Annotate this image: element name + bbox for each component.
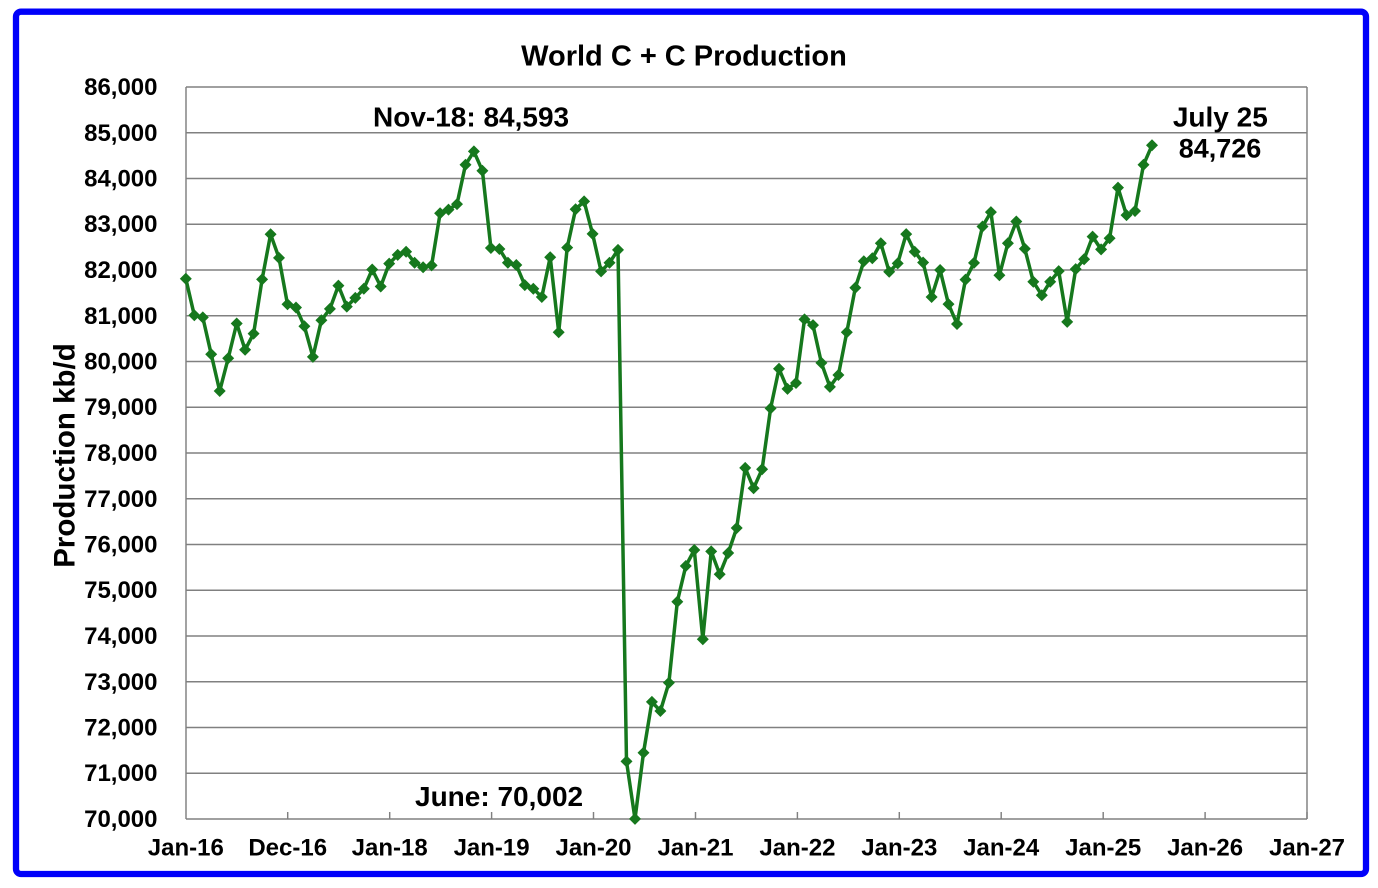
- svg-text:78,000: 78,000: [84, 440, 157, 467]
- svg-text:81,000: 81,000: [84, 303, 157, 330]
- svg-text:Jan-20: Jan-20: [555, 835, 631, 862]
- svg-text:Jan-25: Jan-25: [1065, 835, 1141, 862]
- svg-text:Jan-21: Jan-21: [657, 835, 733, 862]
- svg-text:Dec-16: Dec-16: [248, 835, 327, 862]
- svg-text:80,000: 80,000: [84, 349, 157, 376]
- svg-text:Jan-18: Jan-18: [352, 835, 428, 862]
- svg-text:85,000: 85,000: [84, 120, 157, 147]
- svg-text:79,000: 79,000: [84, 394, 157, 421]
- svg-text:82,000: 82,000: [84, 257, 157, 284]
- svg-text:World C + C Production: World C + C Production: [521, 41, 847, 73]
- svg-text:Jan-22: Jan-22: [759, 835, 835, 862]
- svg-text:Nov-18: 84,593: Nov-18: 84,593: [373, 101, 569, 132]
- svg-text:72,000: 72,000: [84, 715, 157, 742]
- svg-text:75,000: 75,000: [84, 577, 157, 604]
- svg-text:77,000: 77,000: [84, 486, 157, 513]
- svg-text:76,000: 76,000: [84, 532, 157, 559]
- svg-text:84,000: 84,000: [84, 166, 157, 193]
- svg-text:Jan-23: Jan-23: [861, 835, 937, 862]
- svg-text:70,000: 70,000: [84, 806, 157, 833]
- svg-text:74,000: 74,000: [84, 623, 157, 650]
- svg-text:June: 70,002: June: 70,002: [415, 781, 583, 812]
- svg-text:Production kb/d: Production kb/d: [49, 343, 82, 568]
- svg-text:Jan-16: Jan-16: [148, 835, 224, 862]
- svg-text:86,000: 86,000: [84, 74, 157, 101]
- svg-text:July 25: July 25: [1173, 102, 1268, 133]
- svg-text:Jan-26: Jan-26: [1167, 835, 1243, 862]
- svg-text:Jan-19: Jan-19: [454, 835, 530, 862]
- svg-text:83,000: 83,000: [84, 211, 157, 238]
- svg-text:73,000: 73,000: [84, 669, 157, 696]
- svg-text:Jan-24: Jan-24: [963, 835, 1040, 862]
- svg-text:71,000: 71,000: [84, 760, 157, 787]
- svg-text:Jan-27: Jan-27: [1269, 835, 1345, 862]
- svg-text:84,726: 84,726: [1179, 134, 1262, 164]
